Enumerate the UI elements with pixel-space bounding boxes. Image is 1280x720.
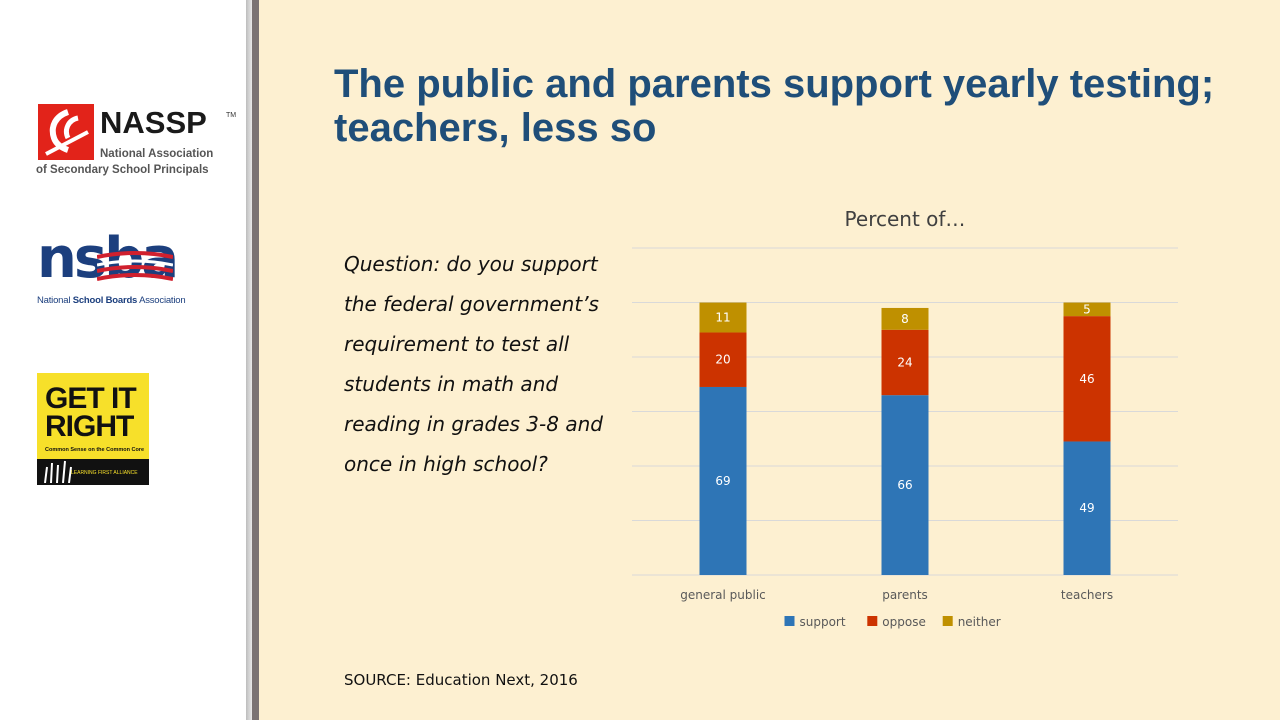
bar-segment-support [1063, 441, 1111, 575]
sidebar-shadow [246, 0, 252, 720]
gir-line2: RIGHT [45, 410, 134, 443]
bar-segment-neither [881, 307, 929, 330]
legend-swatch-support [784, 616, 795, 626]
nassp-line1: National Association [100, 148, 214, 160]
source-note: SOURCE: Education Next, 2016 [344, 671, 578, 689]
bar-segment-support [881, 395, 929, 575]
stacked-bar-chart: Percent of… 69 20 11 general public 66 24 8 pare… [632, 207, 1178, 629]
nsba-tagline: National School Boards Association [37, 295, 186, 306]
data-label: 8 [901, 312, 909, 326]
flag-stripes-icon [97, 251, 173, 281]
legend-swatch-oppose [867, 616, 878, 626]
category-label: teachers [1061, 588, 1113, 602]
category-label: parents [882, 588, 928, 602]
data-label: 5 [1083, 302, 1091, 316]
data-label: 24 [897, 355, 912, 369]
gir-headline: GET IT RIGHT [45, 382, 137, 443]
gir-band [37, 459, 149, 485]
nassp-logo: NASSP TM National Association of Seconda… [36, 102, 236, 182]
gir-subtitle: Common Sense on the Common Core [45, 447, 145, 453]
bar-segment-oppose [881, 329, 929, 396]
bar-segment-neither [699, 302, 747, 333]
bar-segment-oppose [699, 332, 747, 387]
nsba-tag-prefix: National [37, 295, 73, 306]
raised-hands-icon [44, 460, 72, 483]
data-label: 69 [715, 474, 730, 488]
bar-segment-oppose [1063, 316, 1111, 442]
bar-segment-support [699, 386, 747, 575]
data-label: 49 [1079, 501, 1094, 515]
bar-segment-neither [1063, 302, 1111, 317]
nsba-tag-suffix: Association [137, 295, 186, 306]
chart-title: Percent of… [845, 207, 966, 231]
nsba-tag-bold: School Boards [72, 295, 138, 306]
survey-question: Question: do you support the federal gov… [344, 252, 603, 476]
legend-swatch-neither [942, 616, 953, 626]
data-label: 20 [715, 353, 730, 367]
slide-title: The public and parents support yearly te… [334, 62, 1215, 150]
sidebar-divider [252, 0, 259, 720]
get-it-right-logo: GET IT RIGHT Common Sense on the Common C… [37, 373, 149, 485]
nassp-mark-icon [38, 104, 94, 160]
nassp-acronym: NASSP [100, 105, 207, 140]
legend-label: neither [958, 615, 1001, 629]
data-label: 66 [897, 478, 912, 492]
nassp-line2: of Secondary School Principals [36, 164, 209, 176]
nassp-trademark: TM [226, 112, 237, 119]
nsba-logo: nsba National School Boards Association [37, 227, 207, 309]
data-label: 11 [715, 310, 730, 324]
legend-label: support [800, 615, 846, 629]
legend-label: oppose [882, 615, 926, 629]
data-label: 46 [1079, 372, 1094, 386]
nsba-wordmark: nsba [37, 226, 179, 291]
gir-band-text: LEARNING FIRST ALLIANCE [71, 470, 138, 476]
category-label: general public [680, 588, 766, 602]
gir-line1: GET IT [45, 382, 137, 415]
